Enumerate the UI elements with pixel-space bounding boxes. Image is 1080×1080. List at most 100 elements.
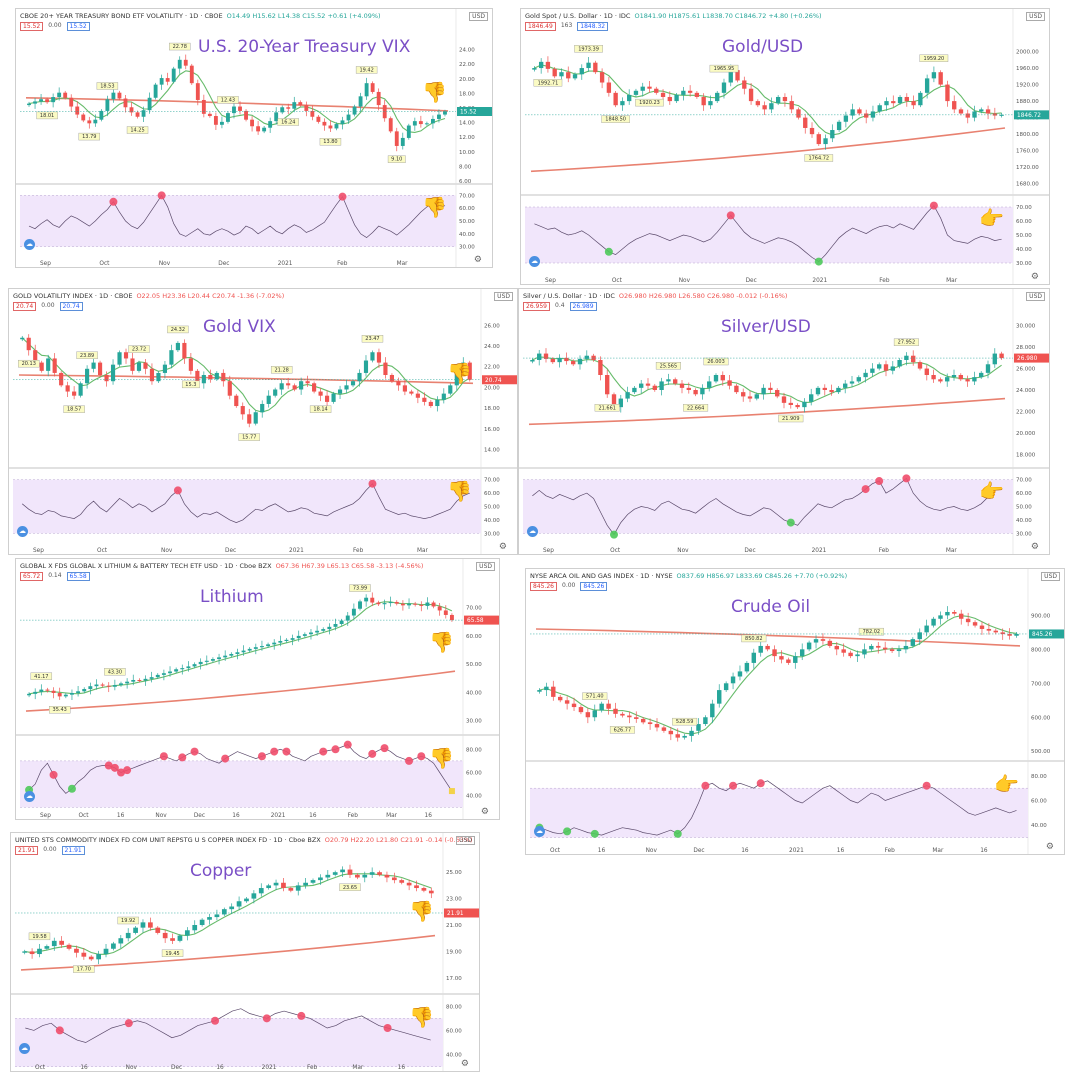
rsi-overbought-marker [383,1024,392,1032]
buy-price-box[interactable]: 845.26 [580,582,608,591]
rsi-tick-label: 30.00 [1016,261,1032,267]
sell-price-box[interactable]: 1846.49 [525,22,556,31]
candle-body [186,666,191,669]
pivot-label-box [126,126,149,134]
buy-price-box[interactable]: 65.58 [66,572,90,581]
candle-body [741,392,746,397]
pivot-label-box [167,325,189,334]
rsi-tick-label: 60.00 [466,771,482,777]
candle-body [315,630,320,633]
x-tick-label: Feb [337,261,348,267]
candle-body [666,379,671,382]
candle-body [221,372,226,382]
symbol-header[interactable]: Gold Spot / U.S. Dollar · 1D · IDC O1841.… [525,12,822,20]
cloud-icon[interactable]: ☁ [24,239,35,250]
cloud-icon[interactable]: ☁ [19,1043,30,1054]
y-tick-label: 24.00 [459,48,475,54]
candle-body [620,101,625,106]
gear-icon[interactable]: ⚙ [498,542,507,552]
x-tick-label: Nov [679,278,691,284]
candle-body [598,360,603,375]
symbol-header[interactable]: GOLD VOLATILITY INDEX · 1D · CBOE O22.05 … [13,292,284,300]
buy-price-box[interactable]: 21.91 [61,846,85,855]
pivot-label-text: 18.53 [100,83,114,89]
symbol-header[interactable]: NYSE ARCA OIL AND GAS INDEX · 1D · NYSE O… [530,572,847,580]
rsi-overbought-marker [297,1011,306,1020]
buy-price-box[interactable]: 20.74 [59,302,83,311]
bid-ask-boxes: 21.91 0.00 21.91 [15,846,85,855]
y-tick-label: 40.00 [466,690,482,696]
pivot-label-text: 1965.95 [714,66,735,72]
gear-icon[interactable]: ⚙ [1030,542,1039,552]
candle-body [661,727,667,731]
candle-body [33,101,37,104]
candle-body [357,372,362,382]
candle-body [347,869,353,875]
rsi-overbought-marker [270,747,279,756]
candle-body [827,640,833,646]
candle-body [104,375,109,382]
rsi-overbought-marker [902,474,911,483]
pivot-label-box [36,111,58,120]
cloud-icon[interactable]: ☁ [527,526,538,537]
candle-body [823,138,828,145]
gear-icon[interactable]: ⚙ [480,807,489,817]
candle-body [51,940,57,947]
currency-badge[interactable]: USD [456,836,475,845]
sell-price-box[interactable]: 845.26 [530,582,557,591]
candle-body [715,92,720,102]
rsi-oversold-marker [610,530,618,539]
sell-price-box[interactable]: 20.74 [13,302,37,311]
pivot-label-box [339,883,361,891]
cloud-icon[interactable]: ☁ [534,826,545,837]
candle-body [557,696,563,701]
gear-icon[interactable]: ⚙ [473,255,482,265]
currency-badge[interactable]: USD [1026,292,1045,301]
cloud-icon[interactable]: ☁ [529,256,540,267]
symbol-header[interactable]: Silver / U.S. Dollar · 1D · IDC O26.980 H… [523,292,787,300]
pivot-label-box [672,717,698,726]
buy-price-box[interactable]: 15.52 [66,22,90,31]
x-tick-label: Mar [946,548,958,554]
candle-body [681,90,686,95]
candle-body [958,109,964,114]
currency-badge[interactable]: USD [469,12,488,21]
currency-badge[interactable]: USD [1041,572,1060,581]
sell-price-box[interactable]: 26.959 [523,302,550,311]
pivot-label: 18.01 [36,111,58,120]
cloud-icon[interactable]: ☁ [17,526,28,537]
pivot-label-box [96,82,119,90]
symbol-header[interactable]: UNITED STS COMMODITY INDEX FD COM UNIT R… [15,836,473,844]
rsi-tick-label: 40.00 [1016,518,1032,524]
buy-price-box[interactable]: 1848.32 [577,22,609,31]
currency-badge[interactable]: USD [476,562,495,571]
candle-body [131,679,136,682]
gear-icon[interactable]: ⚙ [460,1059,469,1069]
point-right-icon: 👉 [994,772,1019,796]
gear-icon[interactable]: ⚙ [1030,272,1039,282]
gear-icon[interactable]: ⚙ [1045,842,1054,852]
candle-body [863,372,868,378]
pivot-label-box [277,118,299,126]
candle-body [344,385,349,390]
pivot-label: 782.02 [858,627,884,636]
cloud-icon[interactable]: ☁ [24,791,35,802]
symbol-header[interactable]: CBOE 20+ YEAR TREASURY BOND ETF VOLATILI… [20,12,381,20]
currency-badge[interactable]: USD [1026,12,1045,21]
candle-body [260,403,265,413]
candle-body [762,105,767,110]
sell-price-box[interactable]: 21.91 [15,846,39,855]
sell-price-box[interactable]: 15.52 [20,22,44,31]
pivot-label-text: 23.89 [80,353,94,359]
rsi-overbought-marker [319,747,328,756]
pivot-label: 41.17 [30,672,53,680]
candle-body [593,62,598,73]
candle-body [992,113,998,116]
buy-price-box[interactable]: 26.989 [569,302,597,311]
sell-price-box[interactable]: 65.72 [20,572,44,581]
y-tick-label: 21.00 [446,923,462,929]
symbol-header[interactable]: GLOBAL X FDS GLOBAL X LITHIUM & BATTERY … [20,562,423,570]
currency-badge[interactable]: USD [494,292,513,301]
candle-body [129,107,134,113]
symbol-name: GOLD VOLATILITY INDEX · 1D · CBOE [13,292,133,300]
